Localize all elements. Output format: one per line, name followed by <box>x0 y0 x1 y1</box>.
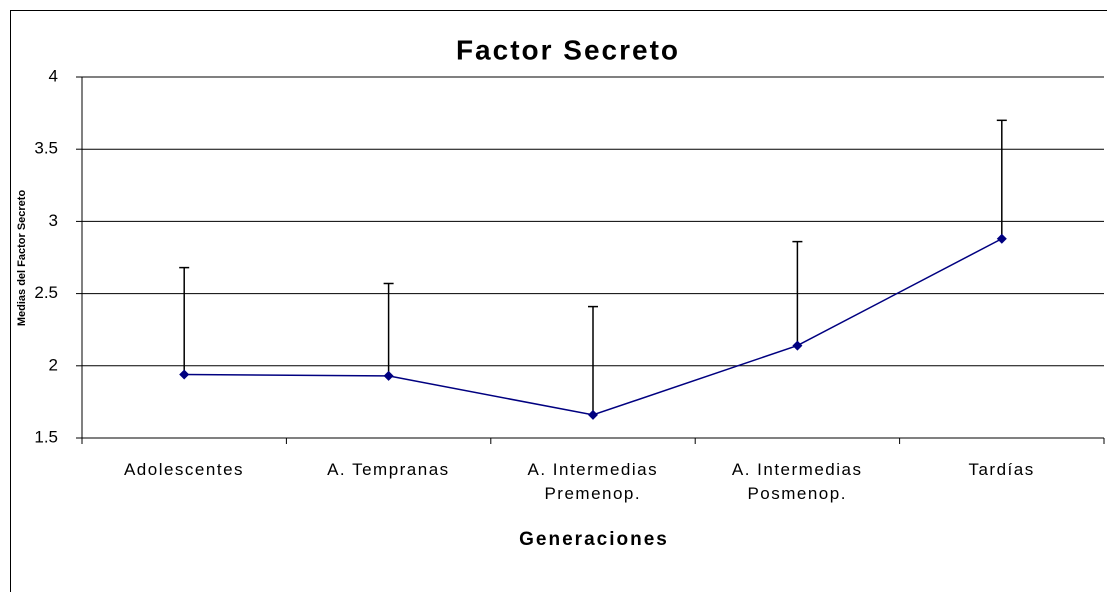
y-axis-title: Medias del Factor Secreto <box>16 190 28 327</box>
chart-frame <box>10 10 1107 592</box>
data-point <box>179 369 190 380</box>
chart-title: Factor Secreto <box>456 34 680 65</box>
data-point <box>383 370 394 381</box>
x-axis-title: Generaciones <box>519 529 669 550</box>
y-tick-label: 3 <box>49 211 58 230</box>
data-point <box>996 233 1007 244</box>
x-tick-label: Adolescentes <box>123 460 245 479</box>
y-tick-label: 2 <box>49 355 58 374</box>
x-tick-label: Tardías <box>968 460 1035 479</box>
y-tick-label: 3.5 <box>34 139 58 158</box>
y-tick-label: 2.5 <box>34 283 58 302</box>
y-tick-label: 4 <box>49 66 58 85</box>
x-tick-label: A. Tempranas <box>327 460 450 479</box>
y-tick-label: 1.5 <box>34 427 58 446</box>
data-point <box>792 340 803 351</box>
x-tick-label: A. Intermedias Premenop. <box>527 460 659 503</box>
x-tick-label: A. Intermedias Posmenop. <box>731 460 863 503</box>
data-point <box>588 409 598 420</box>
